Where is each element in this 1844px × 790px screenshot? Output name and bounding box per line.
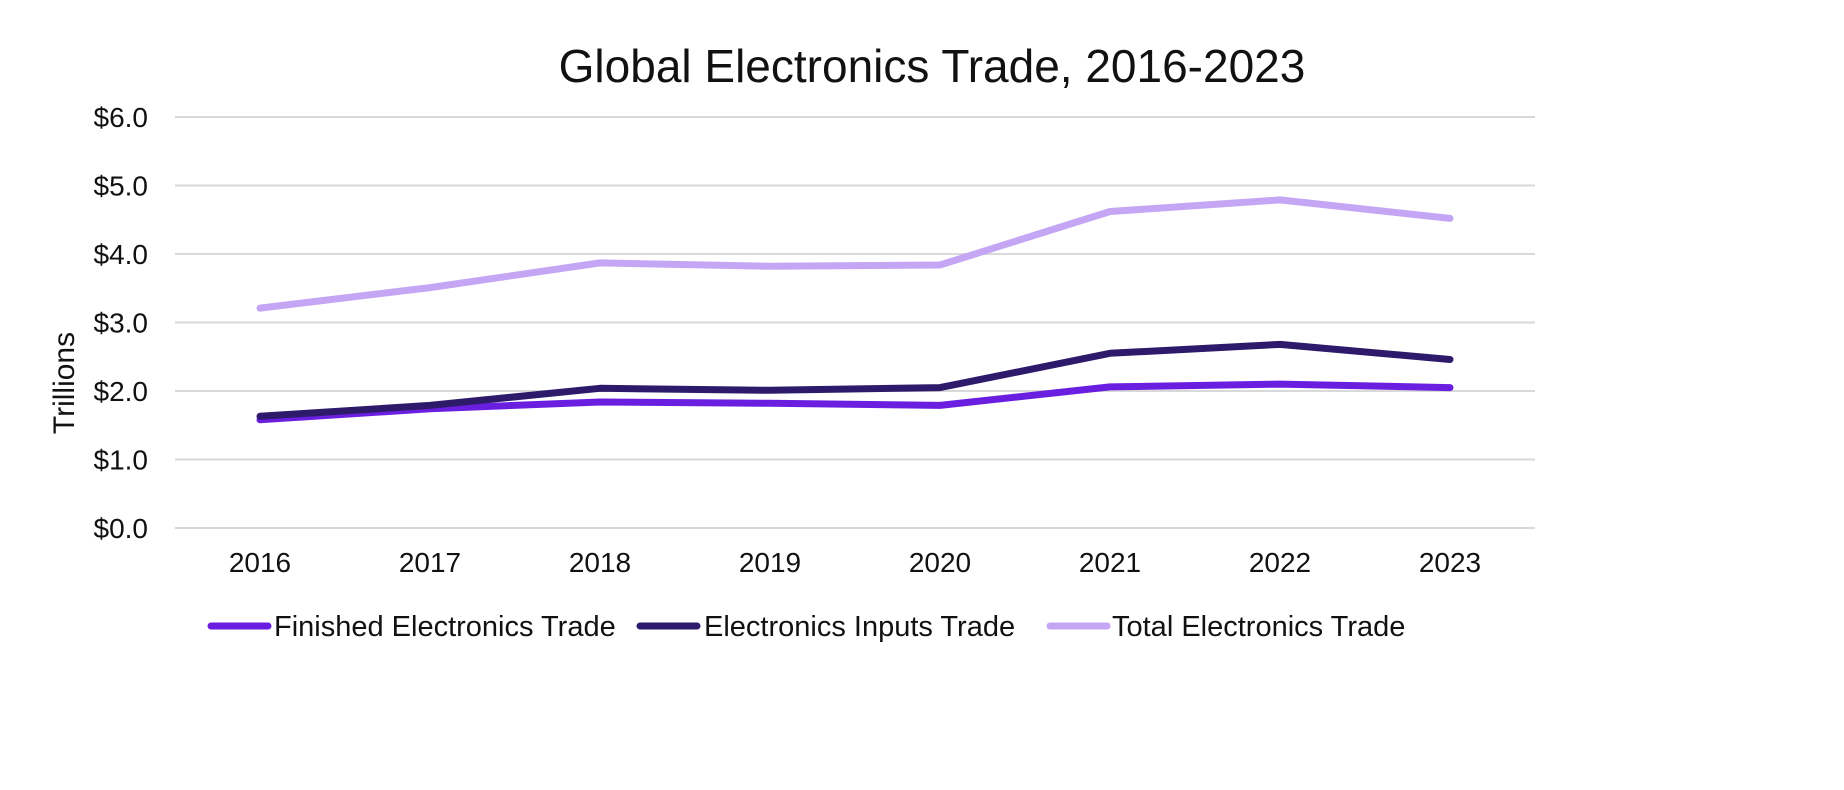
- x-tick-label: 2023: [1419, 547, 1481, 578]
- x-tick-label: 2017: [399, 547, 461, 578]
- y-tick-label: $3.0: [94, 308, 149, 339]
- y-tick-label: $1.0: [94, 445, 149, 476]
- x-tick-label: 2018: [569, 547, 631, 578]
- x-tick-label: 2016: [229, 547, 291, 578]
- y-tick-label: $5.0: [94, 171, 149, 202]
- x-tick-label: 2021: [1079, 547, 1141, 578]
- y-tick-label: $0.0: [94, 513, 149, 544]
- y-tick-label: $6.0: [94, 102, 149, 133]
- gridlines: [175, 116, 1535, 529]
- y-axis-title: Trillions: [48, 332, 81, 434]
- series-line-electronics-inputs-trade: [256, 340, 1454, 420]
- series-lines: [256, 196, 1454, 424]
- legend-label-finished-electronics-trade: Finished Electronics Trade: [274, 611, 616, 643]
- chart-title: Global Electronics Trade, 2016-2023: [559, 40, 1306, 92]
- y-tick-label: $4.0: [94, 239, 149, 270]
- y-tick-label: $2.0: [94, 376, 149, 407]
- x-tick-label: 2022: [1249, 547, 1311, 578]
- x-tick-label: 2020: [909, 547, 971, 578]
- legend-label-electronics-inputs-trade: Electronics Inputs Trade: [704, 611, 1015, 643]
- legend-label-total-electronics-trade: Total Electronics Trade: [1112, 611, 1405, 643]
- series-line-total-electronics-trade: [256, 196, 1454, 312]
- x-tick-label: 2019: [739, 547, 801, 578]
- series-line-finished-electronics-trade: [256, 380, 1454, 424]
- x-axis-tick-labels: 2016 2017 2018 2019 2020 2021 2022 2023: [229, 547, 1481, 578]
- legend: Finished Electronics Trade Electronics In…: [207, 611, 1405, 643]
- y-axis-tick-labels: $0.0 $1.0 $2.0 $3.0 $4.0 $5.0 $6.0: [94, 102, 149, 544]
